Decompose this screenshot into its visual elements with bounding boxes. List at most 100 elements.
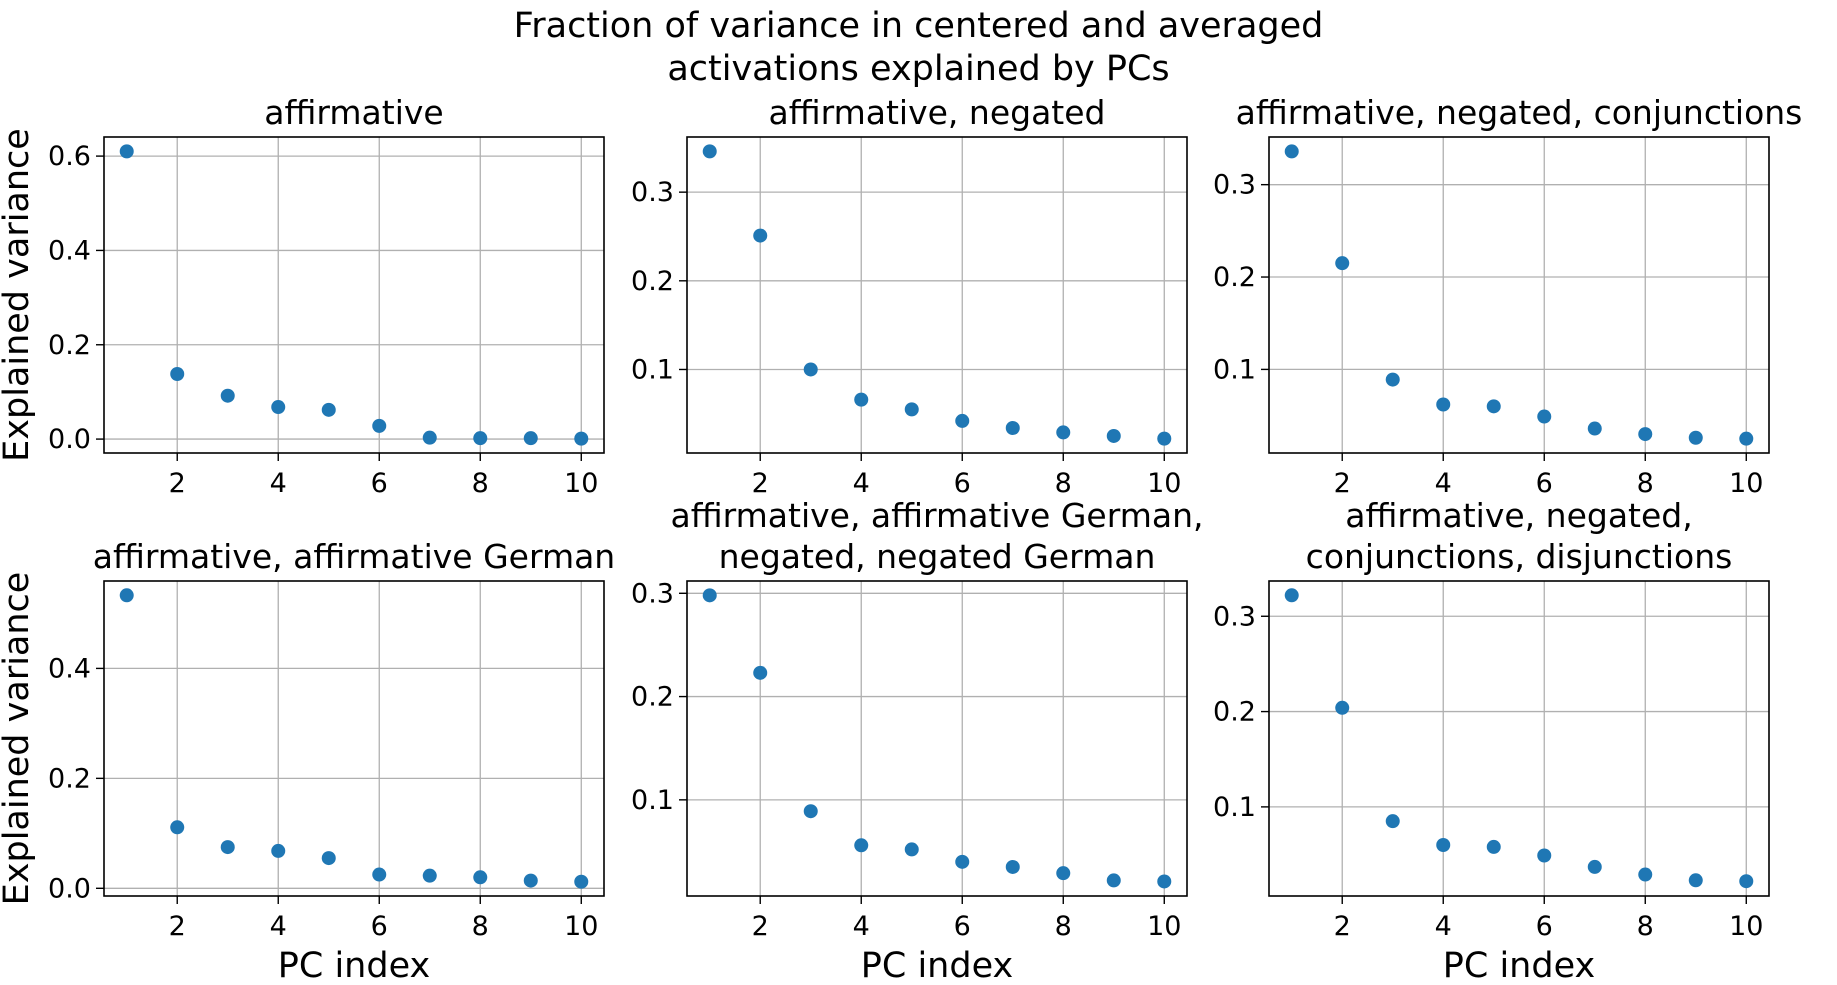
data-point (803, 362, 818, 377)
data-point (170, 820, 185, 835)
y-tick-label: 0.1 (1213, 792, 1256, 823)
data-point (1537, 848, 1552, 863)
subplot-affirmative: 2 4 6 8 10 0.0 0.2 0.4 0.6 affirmative Explained v… (0, 93, 605, 499)
x-tick-label: 2 (752, 468, 769, 499)
subplot-affirmative-negated-conjunctions: 2 4 6 8 10 0.1 0.2 0.3 affirmative, negated, con… (1213, 93, 1802, 499)
subplot-affirmative-negated: 2 4 6 8 10 0.1 0.2 0.3 affirmative, negated (631, 93, 1188, 499)
axes-frame (1268, 580, 1770, 897)
y-axis-label: Explained variance (0, 572, 37, 906)
y-tick-label: 0.0 (48, 873, 91, 904)
data-point (1436, 397, 1451, 412)
x-tick-label: 10 (564, 468, 598, 499)
x-tick-label: 6 (1536, 468, 1553, 499)
data-point (372, 418, 387, 433)
data-point (1739, 874, 1754, 889)
y-tick-label: 0.2 (48, 763, 91, 794)
data-point (1284, 144, 1299, 159)
data-point (1486, 839, 1501, 854)
x-axis-label: PC index (1443, 946, 1595, 985)
data-point (1537, 409, 1552, 424)
data-point (854, 838, 869, 853)
y-tick-label: 0.1 (631, 785, 674, 816)
axes-frame (103, 580, 605, 897)
x-tick-label: 4 (1435, 911, 1452, 942)
x-tick-label: 6 (954, 468, 971, 499)
figure-suptitle: Fraction of variance in centered and ave… (0, 5, 1837, 91)
subplot-title: negated, negated German (719, 537, 1156, 576)
data-point (1587, 859, 1602, 874)
x-tick-label: 8 (472, 911, 489, 942)
data-point (1739, 431, 1754, 446)
axes-frame (686, 580, 1188, 897)
subplot-title: affirmative, affirmative German (93, 537, 615, 576)
data-point (1056, 425, 1071, 440)
data-point (321, 402, 336, 417)
data-point (119, 588, 134, 603)
x-tick-label: 8 (472, 468, 489, 499)
data-point (702, 588, 717, 603)
suptitle-line-2: activations explained by PCs (667, 49, 1170, 89)
data-point (1335, 700, 1350, 715)
data-point (753, 665, 768, 680)
data-point (422, 430, 437, 445)
x-tick-label: 4 (270, 468, 287, 499)
axes-frame (1268, 136, 1770, 454)
data-point (904, 402, 919, 417)
x-tick-label: 2 (1334, 468, 1351, 499)
x-tick-label: 2 (752, 911, 769, 942)
data-point (271, 400, 286, 415)
x-tick-label: 6 (1536, 911, 1553, 942)
data-point (1056, 866, 1071, 881)
data-point (523, 431, 538, 446)
subplot-title: affirmative, negated, conjunctions (1236, 93, 1803, 132)
subplot-title: affirmative, affirmative German, (671, 496, 1204, 535)
subplot-affirmative-affirmative-german-negated-negated-german: 2 4 6 8 10 0.1 0.2 0.3 affirmative, affirmative … (631, 496, 1203, 985)
x-tick-label: 10 (564, 911, 598, 942)
subplot-affirmative-negated-conjunctions-disjunctions: 2 4 6 8 10 0.1 0.2 0.3 affirmative, negated,conj… (1213, 496, 1770, 985)
data-point (473, 870, 488, 885)
x-axis-label: PC index (861, 946, 1013, 985)
x-tick-label: 6 (371, 911, 388, 942)
y-tick-label: 0.6 (48, 141, 91, 172)
suptitle-line-1: Fraction of variance in centered and ave… (513, 6, 1324, 46)
x-tick-label: 2 (1334, 911, 1351, 942)
y-tick-label: 0.4 (48, 653, 91, 684)
data-point (1106, 873, 1121, 888)
data-point (1385, 372, 1400, 387)
data-point (321, 851, 336, 866)
data-point (753, 228, 768, 243)
subplot-title: affirmative, negated, (1345, 496, 1692, 535)
data-point (1157, 431, 1172, 446)
x-tick-label: 6 (954, 911, 971, 942)
y-tick-label: 0.3 (1213, 170, 1256, 201)
y-tick-label: 0.2 (631, 682, 674, 713)
data-point (574, 431, 589, 446)
x-tick-label: 8 (1637, 911, 1654, 942)
x-tick-label: 10 (1147, 911, 1181, 942)
data-point (803, 804, 818, 819)
data-point (1335, 256, 1350, 271)
y-tick-label: 0.2 (631, 266, 674, 297)
data-point (904, 842, 919, 857)
x-tick-label: 8 (1055, 468, 1072, 499)
y-tick-label: 0.1 (631, 354, 674, 385)
data-point (422, 868, 437, 883)
x-tick-label: 4 (1435, 468, 1452, 499)
data-point (955, 854, 970, 869)
data-point (271, 843, 286, 858)
data-point (1638, 427, 1653, 442)
data-point (119, 144, 134, 159)
data-point (1688, 430, 1703, 445)
y-tick-label: 0.0 (48, 424, 91, 455)
x-axis-label: PC index (278, 946, 430, 985)
x-tick-label: 10 (1147, 468, 1181, 499)
y-tick-label: 0.2 (1213, 262, 1256, 293)
subplot-affirmative-affirmative-german: 2 4 6 8 10 0.0 0.2 0.4 affirmative, affirmative … (0, 537, 615, 985)
x-tick-label: 4 (270, 911, 287, 942)
y-tick-label: 0.4 (48, 235, 91, 266)
x-tick-label: 6 (371, 468, 388, 499)
subplot-title: affirmative, negated (769, 93, 1106, 132)
data-point (702, 144, 717, 159)
subplot-title: affirmative (264, 93, 443, 132)
